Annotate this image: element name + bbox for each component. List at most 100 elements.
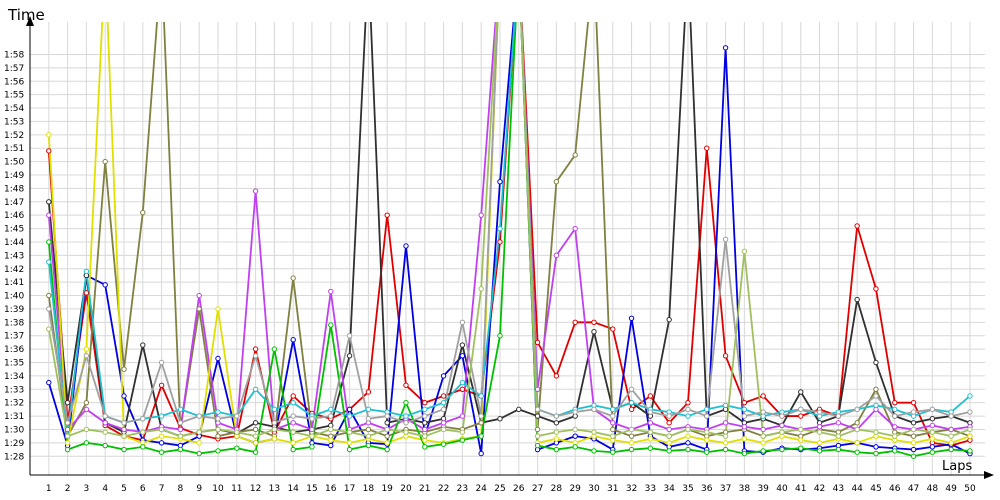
x-tick-label: 43 bbox=[833, 484, 844, 494]
y-tick-label: 1:31 bbox=[4, 412, 24, 422]
point bbox=[798, 426, 804, 433]
x-tick-label: 19 bbox=[381, 484, 393, 494]
x-tick-label: 38 bbox=[739, 484, 751, 494]
point bbox=[929, 422, 936, 429]
point bbox=[422, 426, 428, 433]
point bbox=[102, 158, 108, 165]
x-tick-label: 18 bbox=[363, 484, 375, 494]
point bbox=[610, 433, 616, 439]
series-line bbox=[47, 22, 971, 437]
point bbox=[196, 292, 202, 299]
point bbox=[478, 212, 484, 218]
point bbox=[290, 413, 296, 419]
point bbox=[967, 409, 973, 415]
x-tick-label: 45 bbox=[870, 484, 881, 494]
point bbox=[798, 437, 804, 443]
point bbox=[760, 409, 766, 415]
point bbox=[328, 406, 334, 413]
point bbox=[647, 409, 654, 415]
point bbox=[835, 413, 842, 419]
x-tick-label: 27 bbox=[532, 484, 543, 494]
point bbox=[46, 239, 52, 245]
y-tick-label: 1:54 bbox=[4, 104, 24, 114]
point bbox=[572, 152, 578, 158]
point bbox=[365, 426, 372, 433]
point bbox=[873, 402, 879, 409]
point bbox=[440, 426, 447, 433]
point bbox=[534, 442, 541, 449]
point bbox=[403, 382, 409, 388]
point bbox=[196, 450, 202, 457]
point bbox=[610, 326, 616, 332]
point bbox=[459, 413, 466, 419]
point bbox=[816, 429, 823, 435]
point bbox=[64, 399, 71, 406]
point bbox=[722, 420, 729, 426]
point bbox=[422, 420, 428, 426]
point bbox=[46, 132, 52, 138]
point bbox=[685, 426, 691, 433]
point bbox=[873, 444, 879, 450]
y-tick-label: 1:28 bbox=[4, 452, 24, 462]
point bbox=[403, 243, 409, 249]
point bbox=[83, 346, 90, 352]
y-tick-label: 1:32 bbox=[4, 399, 24, 409]
point bbox=[158, 382, 165, 388]
point bbox=[459, 429, 466, 435]
point bbox=[121, 433, 127, 439]
y-tick-label: 1:44 bbox=[4, 238, 24, 248]
point bbox=[346, 413, 353, 419]
point bbox=[140, 342, 146, 348]
point bbox=[553, 446, 560, 453]
point bbox=[177, 433, 184, 439]
point bbox=[779, 413, 785, 419]
point bbox=[704, 406, 710, 413]
point bbox=[722, 353, 729, 359]
series-line bbox=[47, 22, 971, 439]
point bbox=[252, 433, 259, 439]
point bbox=[121, 420, 127, 426]
point bbox=[478, 413, 484, 419]
point bbox=[346, 440, 353, 446]
point bbox=[83, 406, 90, 413]
x-tick-label: 24 bbox=[475, 484, 487, 494]
point bbox=[440, 393, 447, 399]
point bbox=[610, 413, 616, 419]
point bbox=[46, 259, 52, 265]
point bbox=[704, 449, 710, 455]
point bbox=[478, 420, 484, 426]
y-tick-label: 1:35 bbox=[4, 359, 24, 369]
point bbox=[252, 188, 259, 194]
point bbox=[140, 444, 146, 450]
point bbox=[196, 440, 202, 446]
point bbox=[892, 413, 898, 419]
y-tick-label: 1:42 bbox=[4, 265, 24, 275]
x-tick-label: 44 bbox=[851, 484, 863, 494]
point bbox=[403, 413, 409, 419]
point bbox=[572, 319, 578, 326]
point bbox=[704, 145, 710, 151]
point bbox=[459, 342, 466, 348]
point bbox=[121, 446, 127, 453]
point bbox=[140, 209, 146, 216]
point bbox=[910, 446, 917, 453]
point bbox=[572, 225, 578, 232]
point bbox=[290, 440, 296, 446]
point bbox=[46, 199, 52, 205]
x-tick-label: 33 bbox=[645, 484, 656, 494]
point bbox=[628, 399, 635, 406]
y-tick-label: 1:53 bbox=[4, 117, 24, 127]
x-tick-label: 50 bbox=[964, 484, 976, 494]
point bbox=[440, 441, 447, 447]
point bbox=[722, 45, 729, 51]
point bbox=[158, 413, 165, 419]
point bbox=[121, 366, 127, 372]
point bbox=[929, 416, 936, 422]
point bbox=[403, 399, 409, 406]
x-tick-label: 39 bbox=[757, 484, 769, 494]
point bbox=[83, 399, 90, 406]
y-tick-label: 1:38 bbox=[4, 318, 24, 328]
series-line bbox=[47, 22, 971, 444]
x-tick-label: 48 bbox=[927, 484, 939, 494]
point bbox=[422, 413, 428, 419]
